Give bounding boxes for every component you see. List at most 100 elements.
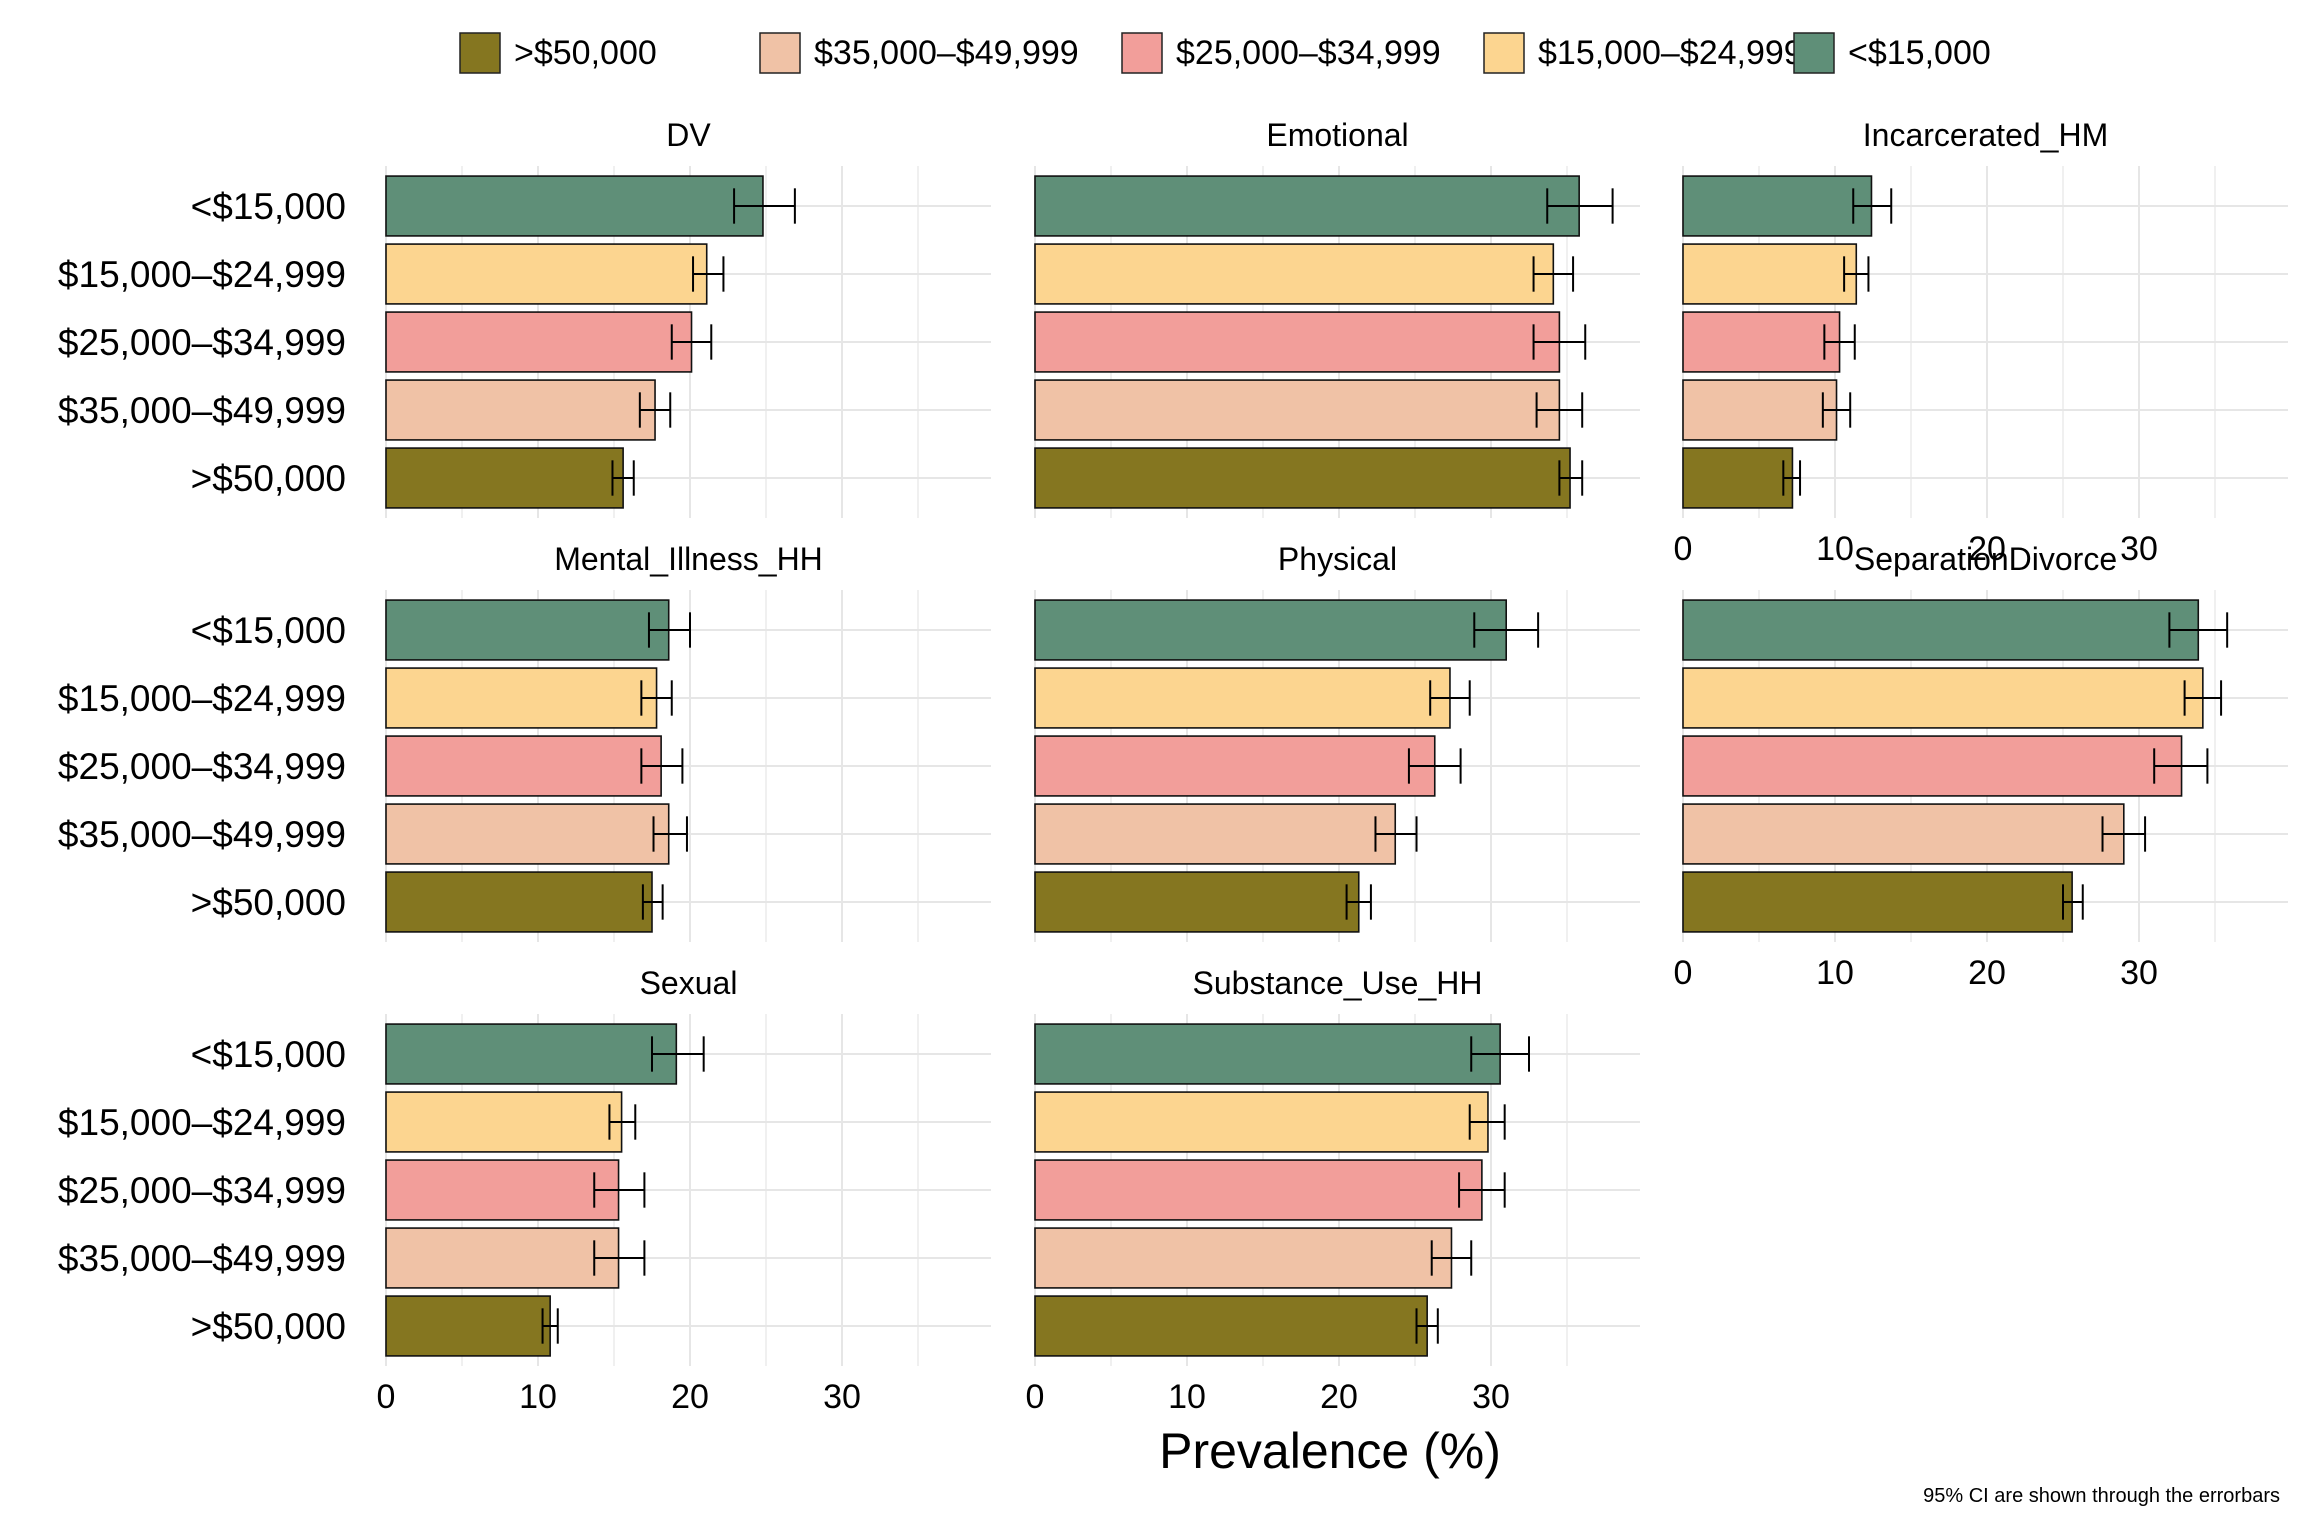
bar — [385, 1227, 620, 1289]
bar — [385, 735, 662, 797]
panel-title: Emotional — [1266, 117, 1408, 153]
panel-sexual: Sexual <$15,000 $15,000–$24,999 $25,000–$34… — [58, 965, 991, 1416]
bar — [1034, 871, 1360, 933]
category-label: $35,000–$49,999 — [58, 1238, 346, 1279]
bar — [1682, 803, 2125, 865]
legend-label: $25,000–$34,999 — [1176, 34, 1441, 72]
legend-swatch — [459, 32, 501, 74]
x-tick-label: 20 — [1968, 530, 2006, 568]
x-tick-label: 10 — [1816, 954, 1854, 992]
x-tick-label: 30 — [823, 1378, 861, 1416]
category-label: $15,000–$24,999 — [58, 678, 346, 719]
bar — [1682, 667, 2204, 729]
category-label: $15,000–$24,999 — [58, 254, 346, 295]
bar — [1034, 1295, 1428, 1357]
bar — [1034, 243, 1555, 305]
category-label: <$15,000 — [191, 610, 346, 651]
bar — [1034, 667, 1451, 729]
x-tick-label: 30 — [1472, 1378, 1510, 1416]
panel-dv: DV <$15,000 $15,000–$24,999 $25,000–$34,999… — [58, 117, 991, 518]
category-label: <$15,000 — [191, 1034, 346, 1075]
bar — [1682, 243, 1858, 305]
legend-label: >$50,000 — [514, 34, 657, 72]
category-label: $15,000–$24,999 — [58, 1102, 346, 1143]
bar — [385, 1159, 620, 1221]
x-tick-label: 0 — [377, 1378, 396, 1416]
panel-title: Substance_Use_HH — [1193, 965, 1483, 1001]
bar — [385, 871, 653, 933]
bar — [385, 311, 693, 373]
category-label: $35,000–$49,999 — [58, 814, 346, 855]
bar — [1682, 599, 2200, 661]
category-label: $25,000–$34,999 — [58, 1170, 346, 1211]
bar — [1034, 175, 1580, 237]
x-tick-label: 10 — [1168, 1378, 1206, 1416]
category-label: <$15,000 — [191, 186, 346, 227]
bar — [385, 1023, 678, 1085]
bar — [1034, 1227, 1453, 1289]
bar — [385, 447, 624, 509]
legend: >$50,000 $35,000–$49,999 $25,000–$34,999 $1… — [459, 32, 1991, 74]
legend-swatch — [1483, 32, 1525, 74]
bar — [1034, 379, 1561, 441]
bar — [385, 175, 764, 237]
bar — [1034, 803, 1397, 865]
bar — [385, 803, 670, 865]
panel-emotional: Emotional — [1034, 117, 1640, 518]
ci-note: 95% CI are shown through the errorbars — [1923, 1485, 2280, 1507]
panel-separationdivorce: SeparationDivorce 0 10 20 30 — [1674, 541, 2288, 992]
category-label: >$50,000 — [191, 882, 346, 923]
x-tick-label: 30 — [2120, 530, 2158, 568]
legend-label: $15,000–$24,999 — [1538, 34, 1803, 72]
x-tick-label: 0 — [1674, 530, 1693, 568]
bar — [385, 379, 656, 441]
x-tick-label: 10 — [1816, 530, 1854, 568]
bar — [1034, 447, 1571, 509]
category-label: >$50,000 — [191, 458, 346, 499]
bar — [1034, 1023, 1501, 1085]
bar — [1682, 175, 1873, 237]
x-tick-label: 30 — [2120, 954, 2158, 992]
legend-swatch — [1793, 32, 1835, 74]
bar — [385, 599, 670, 661]
x-tick-label: 0 — [1674, 954, 1693, 992]
panel-title: Physical — [1278, 541, 1397, 577]
bar — [385, 1295, 551, 1357]
panel-mental-illness-hh: Mental_Illness_HH <$15,000 $15,000–$24,999… — [58, 541, 991, 942]
bar — [1682, 871, 2073, 933]
legend-label: $35,000–$49,999 — [814, 34, 1079, 72]
panel-incarcerated-hm: Incarcerated_HM 0 10 20 30 — [1674, 117, 2288, 568]
bar — [1682, 735, 2183, 797]
legend-swatch — [1121, 32, 1163, 74]
bar — [1034, 1159, 1483, 1221]
x-tick-label: 0 — [1026, 1378, 1045, 1416]
category-label: $25,000–$34,999 — [58, 322, 346, 363]
x-tick-label: 20 — [1320, 1378, 1358, 1416]
x-tick-label: 20 — [671, 1378, 709, 1416]
bar — [1682, 311, 1841, 373]
legend-label: <$15,000 — [1848, 34, 1991, 72]
bar — [1682, 379, 1838, 441]
category-label: $35,000–$49,999 — [58, 390, 346, 431]
x-tick-label: 10 — [519, 1378, 557, 1416]
bar — [1034, 599, 1508, 661]
category-label: $25,000–$34,999 — [58, 746, 346, 787]
panel-physical: Physical — [1034, 541, 1640, 942]
bar — [385, 1091, 623, 1153]
panel-title: Incarcerated_HM — [1863, 117, 2108, 153]
bar — [1682, 447, 1794, 509]
panel-title: DV — [666, 117, 711, 153]
legend-swatch — [759, 32, 801, 74]
bar — [385, 667, 658, 729]
panel-title: SeparationDivorce — [1854, 541, 2117, 577]
x-axis-title: Prevalence (%) — [1159, 1423, 1501, 1479]
panel-substance-use-hh: Substance_Use_HH 0 10 20 30 — [1026, 965, 1640, 1416]
panel-title: Sexual — [640, 965, 738, 1001]
bar — [1034, 1091, 1489, 1153]
category-label: >$50,000 — [191, 1306, 346, 1347]
bar — [1034, 735, 1436, 797]
panel-title: Mental_Illness_HH — [554, 541, 823, 577]
bar — [1034, 311, 1561, 373]
bar — [385, 243, 708, 305]
